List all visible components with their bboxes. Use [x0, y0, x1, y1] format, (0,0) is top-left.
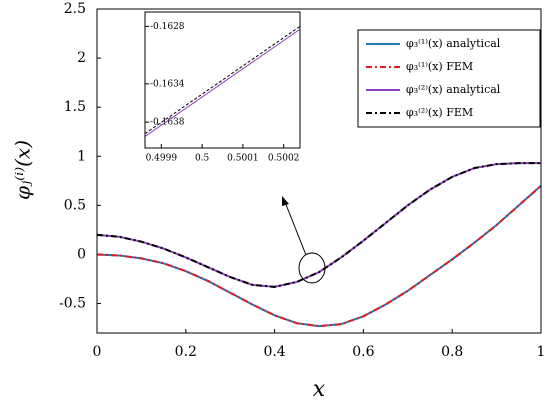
axes-frame	[144, 11, 301, 149]
y-axis-label: φⱼ⁽ⁱ⁾(x)	[11, 140, 35, 200]
x-tick-label: 0.8	[441, 344, 463, 360]
zoom-ellipse	[298, 252, 326, 284]
series-line	[145, 25, 300, 135]
plot-area	[145, 12, 300, 148]
series-line	[145, 28, 300, 137]
legend-label: φ₃⁽¹⁾(x) FEM	[406, 60, 473, 73]
y-tick-label: -0.1628	[150, 22, 185, 32]
y-tick-label: 2.5	[64, 1, 86, 17]
series-line	[97, 184, 541, 328]
y-tick-label: 0	[77, 246, 86, 262]
axes-frame	[96, 8, 542, 334]
x-tick-label: 1	[537, 344, 546, 360]
x-tick-label: 0.4	[263, 344, 285, 360]
x-tick-label: 0.5	[195, 154, 210, 164]
x-tick-label: 0.2	[175, 344, 197, 360]
y-tick-label: -0.5	[59, 296, 86, 312]
legend: φ₃⁽¹⁾(x) analytical φ₃⁽¹⁾(x) FEM φ₃⁽²⁾(x) …	[357, 29, 541, 128]
arrow-head	[282, 196, 289, 206]
x-tick-label: 0.5002	[268, 154, 300, 164]
y-tick-label: 1	[77, 148, 86, 164]
y-tick-label: 1.5	[64, 99, 86, 115]
x-tick-label: 0.4999	[146, 154, 178, 164]
y-tick-label: 0.5	[64, 197, 86, 213]
inset-plot: 0.4999 0.5 0.5001 0.5002 -0.1638 -0.1634 -0.16…	[144, 11, 301, 164]
x-tick-label: 0	[93, 344, 102, 360]
legend-box	[357, 29, 541, 128]
series-line	[97, 162, 541, 288]
x-tick-label: 0.5001	[227, 154, 259, 164]
x-tick-label: 0.6	[352, 344, 374, 360]
zoom-arrow	[284, 201, 307, 256]
y-tick-label: -0.1638	[150, 118, 185, 128]
y-tick-label: -0.1634	[150, 79, 185, 89]
y-tick-label: 2	[77, 50, 86, 66]
x-axis-label: x	[313, 377, 326, 402]
legend-label: φ₃⁽¹⁾(x) analytical	[406, 37, 501, 50]
legend-label: φ₃⁽²⁾(x) FEM	[406, 106, 473, 119]
legend-label: φ₃⁽²⁾(x) analytical	[406, 83, 501, 96]
